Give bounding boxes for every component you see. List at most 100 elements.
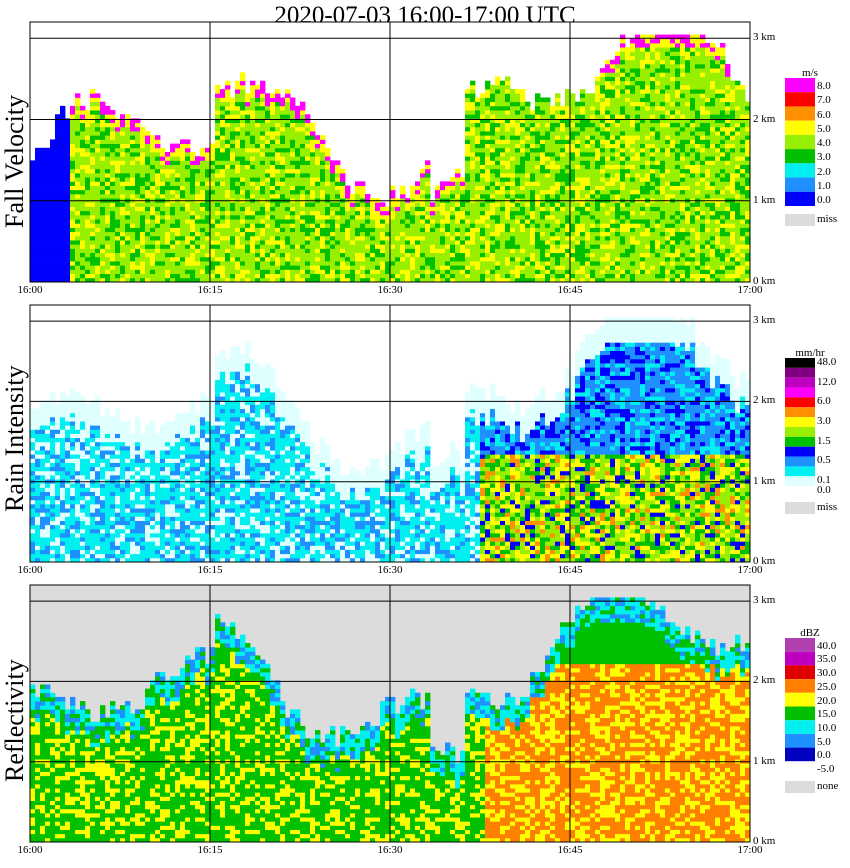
panel-3-height-tick-label: 0 km (753, 835, 776, 847)
panel-3-height-tick-label: 3 km (753, 594, 776, 607)
panel-3-height-tick-label: 2 km (753, 674, 776, 687)
panel-1-xtick-label: 16:00 (17, 284, 43, 296)
panel-1-xtick-label: 16:30 (377, 284, 403, 296)
panel-3-legend-swatch (785, 720, 815, 734)
panel-1-height-tick-label: 3 km (753, 31, 776, 44)
panel-1-legend-swatch (785, 134, 815, 150)
panel-3-legend-swatch (785, 747, 815, 762)
panel-1-unit: m/s (802, 67, 818, 79)
panel-1-legend-swatch (785, 191, 815, 206)
panel-2-height-tick-label: 3 km (753, 314, 776, 327)
panel-3-frame (29, 584, 751, 843)
panel-2-unit: mm/hr (795, 347, 825, 359)
panel-2-legend-swatch (785, 466, 815, 477)
panel-2-xtick-label: 16:15 (197, 564, 223, 576)
panel-2-legend-swatch (785, 377, 815, 388)
panel-3-legend-label: 0.0 (817, 749, 831, 762)
panel-1-legend-label: miss (817, 213, 838, 225)
panel-3-legend-swatch (785, 665, 815, 680)
panel-1-legend-label: 8.0 (817, 80, 831, 93)
panel-1-legend-swatch (785, 177, 815, 192)
panel-1-legend-swatch (785, 163, 815, 178)
panel-1-legend-label: 5.0 (817, 122, 831, 135)
panel-2-legend-swatch (785, 436, 815, 447)
panel-1-legend-swatch (785, 92, 815, 107)
panel-2-xtick-label: 16:30 (377, 564, 403, 576)
panel-2-legend-swatch (785, 427, 815, 437)
panel-3-legend-label: 20.0 (817, 694, 837, 707)
panel-2-height-tick-label: 2 km (753, 394, 776, 407)
panel-2-height-tick-label: 0 km (753, 555, 776, 567)
panel-2-xtick-label: 17:00 (737, 564, 763, 576)
panel-1-xtick-label: 17:00 (737, 284, 763, 296)
panel-3-xtick-label: 16:15 (197, 844, 223, 856)
panel-1-legend-swatch (785, 106, 815, 121)
panel-3-height-tick-label: 1 km (753, 754, 776, 767)
panel-1-legend-label: 3.0 (817, 151, 831, 164)
panel-1-legend-swatch (785, 78, 815, 93)
panel-1-legend-label: 2.0 (817, 165, 831, 178)
panel-3-legend-swatch (785, 679, 815, 693)
panel-1-legend-swatch (785, 149, 815, 164)
panel-2-legend-label: 1.5 (817, 434, 831, 447)
panel-3-legend-label: 40.0 (817, 639, 837, 652)
panel-3-legend-swatch (785, 651, 815, 666)
panel-2-legend-swatch (785, 486, 815, 496)
panel-1-legend-label: 6.0 (817, 108, 831, 121)
panel-1-xtick-label: 16:15 (197, 284, 223, 296)
panel-3-legend-label: 5.0 (817, 735, 831, 748)
panel-1-legend-label: 4.0 (817, 137, 831, 150)
panel-3-legend-swatch (785, 638, 815, 652)
panel-2-legend-label: 0.1 (817, 474, 831, 487)
panel-3-legend-swatch (785, 706, 815, 721)
panel-1-legend-label: 7.0 (817, 94, 831, 107)
panel-2-xtick-label: 16:00 (17, 564, 43, 576)
panel-1-legend-label: 1.0 (817, 179, 831, 192)
panel-3-xtick-label: 17:00 (737, 844, 763, 856)
panel-3-legend-label: 10.0 (817, 721, 837, 734)
panel-3-legend-label: 25.0 (817, 680, 837, 693)
panel-2-xtick-label: 16:45 (557, 564, 583, 576)
panel-1-legend-label: 0.0 (817, 194, 831, 206)
panel-3-legend-swatch (785, 781, 815, 793)
panel-2-frame (29, 304, 751, 563)
panel-3-legend-label: -5.0 (817, 763, 835, 775)
panel-3-legend-label: 15.0 (817, 708, 837, 721)
panel-3-legend-swatch (785, 733, 815, 748)
panel-1-data-field (30, 34, 751, 283)
panel-2-legend-swatch (785, 397, 815, 408)
panel-2-legend-swatch (785, 476, 815, 487)
panel-2-height-tick-label: 1 km (753, 474, 776, 487)
panel-2-legend-swatch (785, 407, 815, 418)
panel-1-legend-swatch (785, 214, 815, 226)
panel-2-legend-label: miss (817, 501, 838, 513)
panel-2-legend-swatch (785, 367, 815, 378)
panel-3-legend-label: 35.0 (817, 653, 837, 666)
panel-1-height-tick-label: 1 km (753, 193, 776, 206)
panel-3-xtick-label: 16:00 (17, 844, 43, 856)
panel-1-height-tick-label: 0 km (753, 275, 776, 287)
panel-2-legend-swatch (785, 417, 815, 427)
panel-1-height-tick-label: 2 km (753, 112, 776, 125)
panel-2-data-field (30, 317, 751, 563)
panel-2-legend-label: 48.0 (817, 355, 837, 368)
panel-2-legend-label: 3.0 (817, 415, 831, 427)
panel-1-legend-swatch (785, 120, 815, 135)
panel-2-legend-swatch (785, 387, 815, 398)
panel-3-legend-label: none (817, 780, 839, 792)
panel-3-legend-label: 30.0 (817, 667, 837, 680)
panel-2-legend-swatch (785, 502, 815, 514)
panel-2-legend-swatch (785, 456, 815, 467)
panel-2-legend-swatch (785, 446, 815, 457)
panel-3-xtick-label: 16:45 (557, 844, 583, 856)
panel-2-legend-label: 6.0 (817, 395, 831, 408)
panel-3-legend-swatch (785, 692, 815, 707)
panel-1-xtick-label: 16:45 (557, 284, 583, 296)
panel-3-xtick-label: 16:30 (377, 844, 403, 856)
panel-2-legend-label: 0.0 (817, 484, 831, 496)
panel-2-legend-swatch (785, 358, 815, 368)
panel-1-frame (29, 21, 751, 283)
panel-2-legend-label: 0.5 (817, 454, 831, 467)
panel-3-unit: dBZ (800, 627, 820, 639)
